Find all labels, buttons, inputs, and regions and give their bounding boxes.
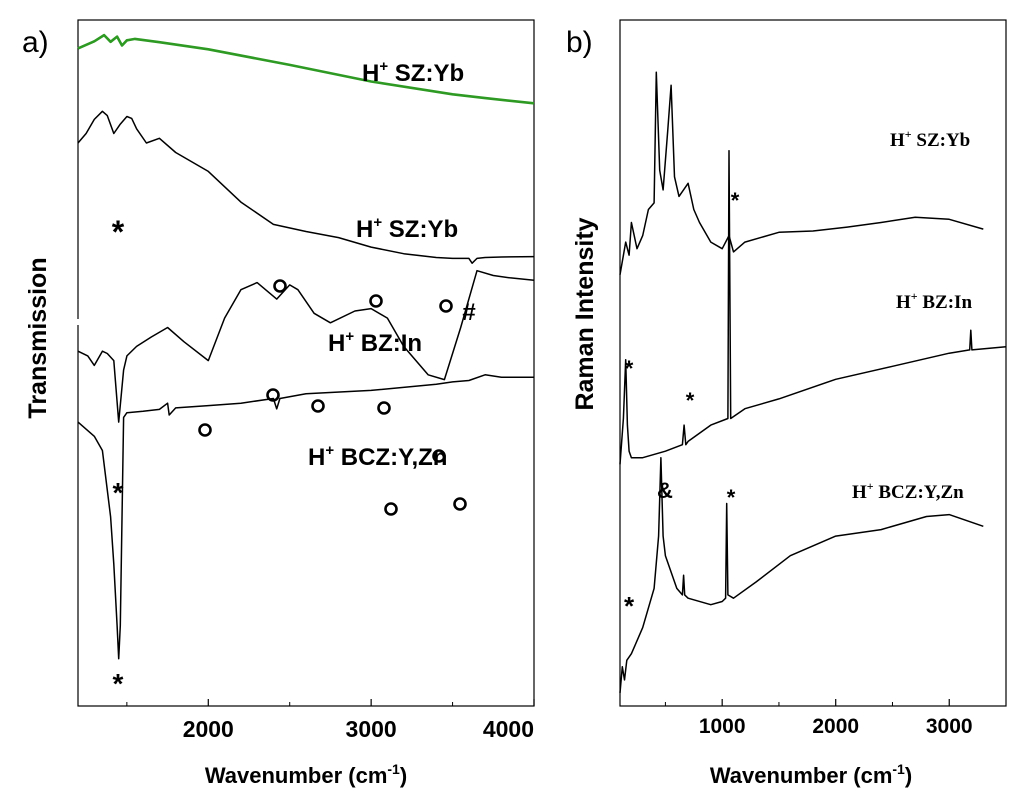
b-curve-label-1-sup: + xyxy=(905,127,912,141)
panel-a-hash-marker: # xyxy=(462,299,475,326)
b-curve-label-2-main: H xyxy=(896,292,911,313)
panel-a-circle-marker xyxy=(273,279,287,293)
panel-b-ampersand-marker: & xyxy=(657,478,673,503)
panel-a-x-tick-label: 2000 xyxy=(183,716,234,742)
panel-a-x-tick-label: 3000 xyxy=(346,716,397,742)
curve-label-1-main: H xyxy=(362,60,379,87)
panel-b-series-line xyxy=(619,149,1007,465)
panel-a-series-line xyxy=(77,374,534,660)
panel-b-x-tick-label: 3000 xyxy=(926,715,973,738)
panel-a-circle-marker xyxy=(453,497,467,511)
panel-a-star-marker: * xyxy=(113,477,124,508)
panel-b-x-tick-label: 1000 xyxy=(699,715,746,738)
panel-b-letter: b) xyxy=(566,26,593,59)
curve-label-2-rest: SZ:Yb xyxy=(382,216,458,243)
b-curve-label-1-main: H xyxy=(890,130,905,151)
panel-b-star-marker: * xyxy=(731,188,740,213)
panel-b-star-marker: * xyxy=(625,356,634,381)
panel-b-curve-label-2: H+ BZ:In xyxy=(896,289,972,313)
panel-b-series-line xyxy=(619,71,984,275)
panel-b-y-axis-label: Raman Intensity xyxy=(571,217,599,410)
panel-b-x-axis-label-text: Wavenumber (cm xyxy=(710,763,893,788)
panel-a-star-marker: * xyxy=(113,668,124,699)
curve-label-3-rest: BZ:In xyxy=(354,330,422,357)
panel-a-circle-marker xyxy=(369,294,383,308)
curve-label-4-rest: BCZ:Y,Zn xyxy=(334,444,447,471)
curve-label-2-sup: + xyxy=(373,214,382,231)
panel-a-series-line xyxy=(77,110,535,264)
panel-a-y-axis-label: Transmission xyxy=(24,257,52,418)
panel-a: a) 2000 3000 4000 Transmission Wavenumber … xyxy=(22,19,535,788)
panel-a-series-line xyxy=(77,269,535,423)
b-curve-label-3-main: H xyxy=(852,482,867,503)
curve-label-1-rest: SZ:Yb xyxy=(388,60,464,87)
b-curve-label-2-rest: BZ:In xyxy=(918,292,973,313)
panel-a-circle-marker xyxy=(377,401,391,415)
panel-a-circle-marker xyxy=(266,388,280,402)
panel-a-circle-marker xyxy=(198,423,212,437)
panel-a-star-marker: * xyxy=(112,214,125,250)
panel-b-curve-label-1: H+ SZ:Yb xyxy=(890,127,970,151)
panel-b-frame xyxy=(619,19,1007,707)
panel-b-star-marker: * xyxy=(624,591,635,621)
panel-b-x-axis-label-sup: -1 xyxy=(892,761,905,777)
panel-a-circle-markers xyxy=(198,279,467,516)
panel-b: b) 1000 2000 3000 Raman Intensity Wavenumb… xyxy=(566,19,1007,788)
curve-label-1-sup: + xyxy=(379,58,388,75)
panel-b-star-marker: * xyxy=(727,485,736,510)
panel-a-x-axis-label-sup: -1 xyxy=(387,761,400,777)
panel-b-ticks: 1000 2000 3000 xyxy=(664,699,973,738)
panel-a-circle-marker xyxy=(432,449,446,463)
b-curve-label-3-rest: BCZ:Y,Zn xyxy=(874,482,965,503)
panel-a-curves xyxy=(77,33,535,660)
panel-a-x-axis-label-close: ) xyxy=(400,763,407,788)
panel-a-circle-marker xyxy=(439,299,453,313)
panel-a-curve-label-2: H+ SZ:Yb xyxy=(356,214,458,243)
panel-a-x-axis-label: Wavenumber (cm-1) xyxy=(205,761,407,788)
panel-b-curves xyxy=(619,71,1007,693)
curve-label-4-main: H xyxy=(308,444,325,471)
panel-b-curve-label-3: H+ BCZ:Y,Zn xyxy=(852,479,964,503)
panel-a-circle-marker xyxy=(384,502,398,516)
panel-a-circle-marker xyxy=(311,399,325,413)
curve-label-4-sup: + xyxy=(325,442,334,459)
curve-label-2-main: H xyxy=(356,216,373,243)
curve-label-3-main: H xyxy=(328,330,345,357)
panel-b-star-marker: * xyxy=(686,388,695,413)
curve-label-3-sup: + xyxy=(345,328,354,345)
panel-a-ticks: 2000 3000 4000 xyxy=(126,699,535,742)
b-curve-label-2-sup: + xyxy=(911,289,918,303)
b-curve-label-1-rest: SZ:Yb xyxy=(912,130,971,151)
panel-a-x-tick-label: 4000 xyxy=(483,716,534,742)
panel-b-x-axis-label-close: ) xyxy=(905,763,912,788)
panel-b-x-tick-label: 2000 xyxy=(812,715,859,738)
panel-a-curve-label-1: H+ SZ:Yb xyxy=(362,58,464,87)
b-curve-label-3-sup: + xyxy=(867,479,874,493)
panel-a-letter: a) xyxy=(22,26,49,59)
panel-a-x-axis-label-text: Wavenumber (cm xyxy=(205,763,388,788)
panel-b-series-line xyxy=(619,456,984,693)
panel-a-frame xyxy=(77,19,535,707)
panel-a-series-line xyxy=(77,33,535,105)
panel-a-curve-label-4: H+ BCZ:Y,Zn xyxy=(308,442,447,471)
panel-b-x-axis-label: Wavenumber (cm-1) xyxy=(710,761,912,788)
panel-a-curve-label-3: H+ BZ:In xyxy=(328,328,422,357)
